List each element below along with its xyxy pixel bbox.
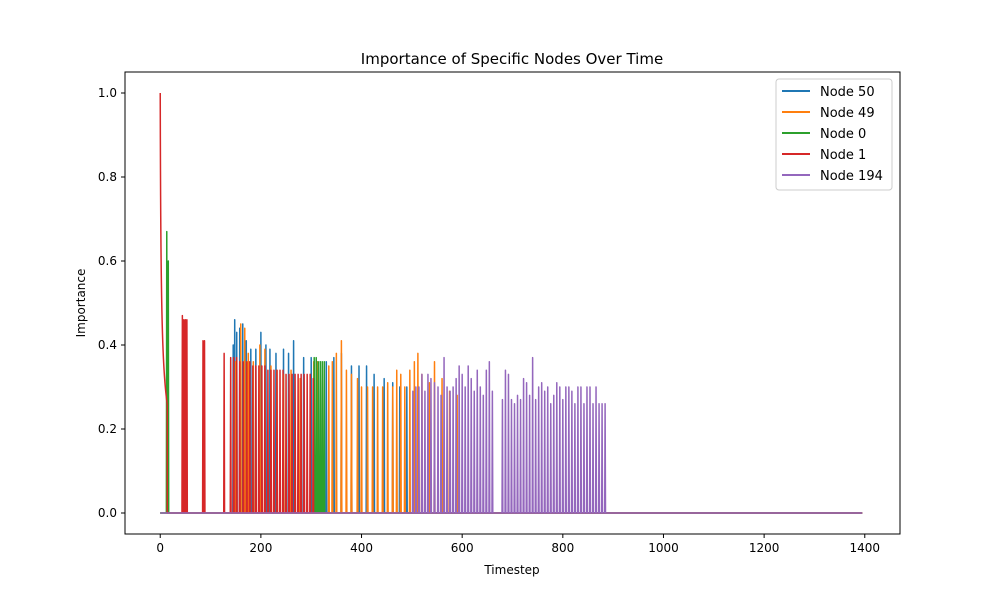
series-line-node-194 [160,356,863,514]
x-tick-label: 600 [451,541,474,555]
x-tick-label: 400 [350,541,373,555]
legend-label: Node 1 [820,148,866,163]
y-tick-label: 0.2 [98,422,117,436]
series-layer [159,92,863,514]
y-tick-label: 1.0 [98,86,117,100]
y-axis-title: Importance [74,269,88,338]
plot-frame [124,71,901,535]
legend-label: Node 49 [820,106,875,121]
legend-label: Node 0 [820,127,866,142]
x-axis: 0 200 400 600 800 1000 1200 1400 [156,534,880,555]
legend-label: Node 50 [820,85,875,100]
x-tick-label: 200 [249,541,272,555]
chart-title: Importance of Specific Nodes Over Time [361,50,663,68]
y-axis: 0.0 0.2 0.4 0.6 0.8 1.0 [98,86,125,520]
y-tick-label: 0.0 [98,506,117,520]
legend-box [775,78,893,191]
x-axis-title: Timestep [483,563,539,577]
x-tick-label: 800 [551,541,574,555]
y-tick-label: 0.4 [98,338,117,352]
y-tick-label: 0.8 [98,170,117,184]
x-tick-label: 0 [156,541,164,555]
y-tick-label: 0.6 [98,254,117,268]
x-tick-label: 1000 [648,541,679,555]
x-tick-label: 1200 [749,541,780,555]
legend-label: Node 194 [820,169,883,184]
legend: Node 50 Node 49 Node 0 Node 1 Node 194 [775,78,893,191]
x-tick-label: 1400 [849,541,880,555]
